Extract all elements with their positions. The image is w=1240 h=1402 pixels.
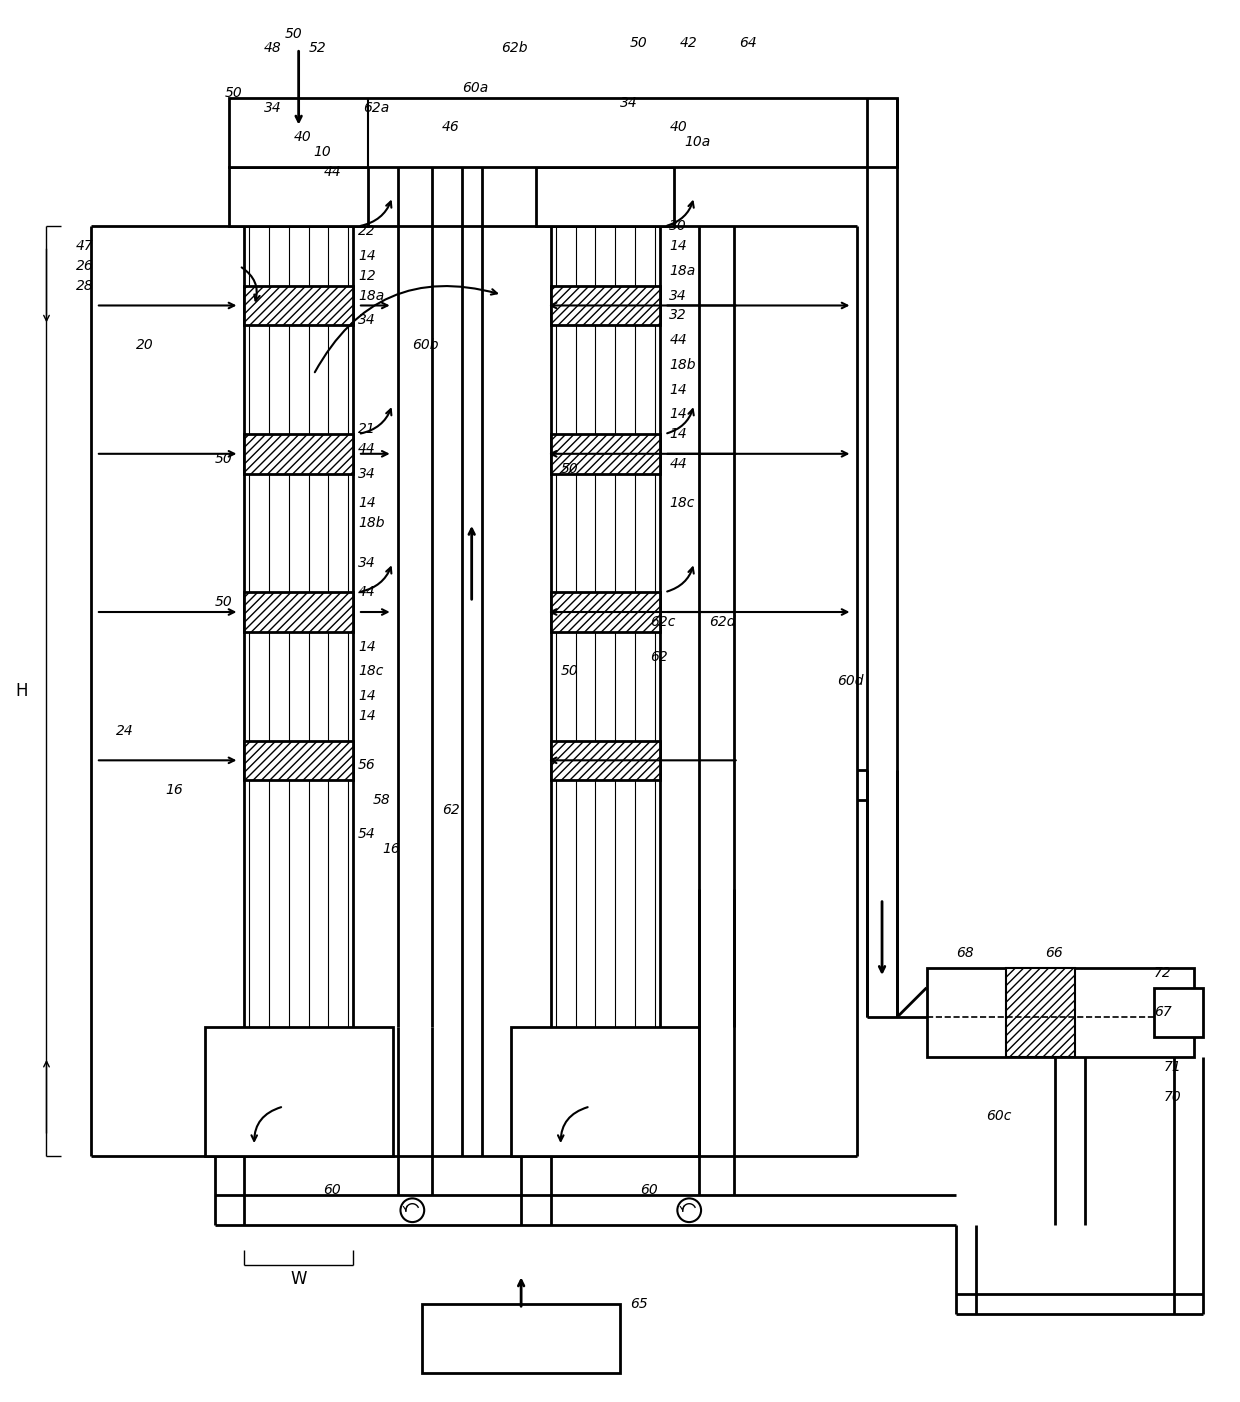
Text: 54: 54 [358, 827, 376, 841]
Text: 62: 62 [441, 803, 460, 817]
Text: 24: 24 [115, 723, 134, 737]
Text: 18b: 18b [670, 358, 696, 372]
Text: 34: 34 [620, 95, 637, 109]
Bar [244, 286, 353, 325]
Text: 18c: 18c [670, 496, 694, 510]
Text: 70: 70 [1164, 1089, 1182, 1103]
Text: 34: 34 [670, 289, 687, 303]
Text: 44: 44 [670, 457, 687, 471]
Text: 14: 14 [358, 688, 376, 702]
Text: 62d: 62d [709, 615, 735, 629]
Bar [551, 286, 660, 325]
Text: 65: 65 [630, 1297, 647, 1311]
Text: 50: 50 [560, 461, 578, 475]
Bar [580, 128, 630, 167]
Text: 50: 50 [285, 27, 303, 41]
Text: 64: 64 [739, 36, 756, 50]
Text: 34: 34 [358, 313, 376, 327]
Text: 10a: 10a [684, 136, 711, 150]
Text: H: H [16, 683, 29, 700]
Bar [274, 128, 324, 167]
Text: 62: 62 [650, 649, 667, 663]
Bar [244, 435, 353, 474]
Text: 14: 14 [358, 496, 376, 510]
Text: 72: 72 [1154, 966, 1172, 980]
Text: 18b: 18b [358, 516, 384, 530]
Text: 60d: 60d [837, 674, 864, 688]
Text: 44: 44 [358, 442, 376, 456]
Text: 16: 16 [383, 843, 401, 857]
Bar [551, 435, 660, 474]
Bar [244, 740, 353, 780]
Text: 52: 52 [309, 42, 326, 56]
Text: 44: 44 [324, 165, 341, 179]
Bar [926, 967, 1194, 1057]
Text: 18c: 18c [358, 665, 383, 679]
Bar [244, 592, 353, 632]
Text: 50: 50 [630, 36, 647, 50]
Text: 30: 30 [670, 219, 687, 233]
Bar [1154, 988, 1203, 1037]
Text: 60b: 60b [413, 338, 439, 352]
Text: 14: 14 [670, 407, 687, 421]
Text: 26: 26 [76, 259, 94, 273]
Text: 46: 46 [441, 121, 460, 135]
Bar [551, 740, 660, 780]
Text: 18a: 18a [358, 289, 384, 303]
Text: 32: 32 [670, 308, 687, 322]
Text: 14: 14 [358, 639, 376, 653]
Bar [511, 1028, 699, 1155]
Text: 50: 50 [215, 594, 232, 608]
Text: 28: 28 [76, 279, 94, 293]
Bar [205, 1028, 393, 1155]
Text: 21: 21 [358, 422, 376, 436]
Text: 16: 16 [165, 782, 184, 796]
Text: 66: 66 [1045, 946, 1063, 960]
Bar [536, 167, 675, 226]
Text: 18a: 18a [670, 264, 696, 278]
Bar [229, 98, 897, 167]
Text: 14: 14 [670, 240, 687, 254]
Text: 14: 14 [670, 383, 687, 397]
Text: 40: 40 [294, 130, 311, 144]
Text: 14: 14 [670, 428, 687, 442]
Text: 34: 34 [358, 555, 376, 569]
Text: 50: 50 [560, 665, 578, 679]
Text: 60c: 60c [986, 1109, 1012, 1123]
Text: W: W [290, 1270, 306, 1288]
Text: 20: 20 [135, 338, 154, 352]
Text: 44: 44 [670, 334, 687, 348]
Text: 47: 47 [76, 240, 94, 254]
Text: 60: 60 [640, 1183, 657, 1197]
Bar [1006, 967, 1075, 1057]
Text: 56: 56 [358, 758, 376, 773]
Text: 14: 14 [358, 250, 376, 264]
Text: 10: 10 [314, 146, 331, 160]
Text: 12: 12 [358, 269, 376, 283]
Text: 60: 60 [324, 1183, 341, 1197]
Text: 58: 58 [373, 794, 391, 808]
Text: 67: 67 [1154, 1005, 1172, 1019]
Text: 14: 14 [358, 709, 376, 723]
Text: 62b: 62b [501, 42, 528, 56]
Text: 44: 44 [358, 585, 376, 599]
Text: 40: 40 [670, 121, 687, 135]
Text: 42: 42 [680, 36, 697, 50]
Text: 50: 50 [215, 451, 232, 465]
Bar [423, 1304, 620, 1374]
Text: 68: 68 [956, 946, 973, 960]
Text: 48: 48 [264, 42, 281, 56]
Text: 60a: 60a [461, 81, 489, 95]
Text: 62c: 62c [650, 615, 675, 629]
Text: 22: 22 [358, 224, 376, 238]
Text: 71: 71 [1164, 1060, 1182, 1074]
Text: 34: 34 [264, 101, 281, 115]
Text: 34: 34 [358, 467, 376, 481]
Bar [229, 167, 368, 226]
Text: 50: 50 [224, 86, 242, 100]
Text: 62a: 62a [363, 101, 389, 115]
Bar [551, 592, 660, 632]
